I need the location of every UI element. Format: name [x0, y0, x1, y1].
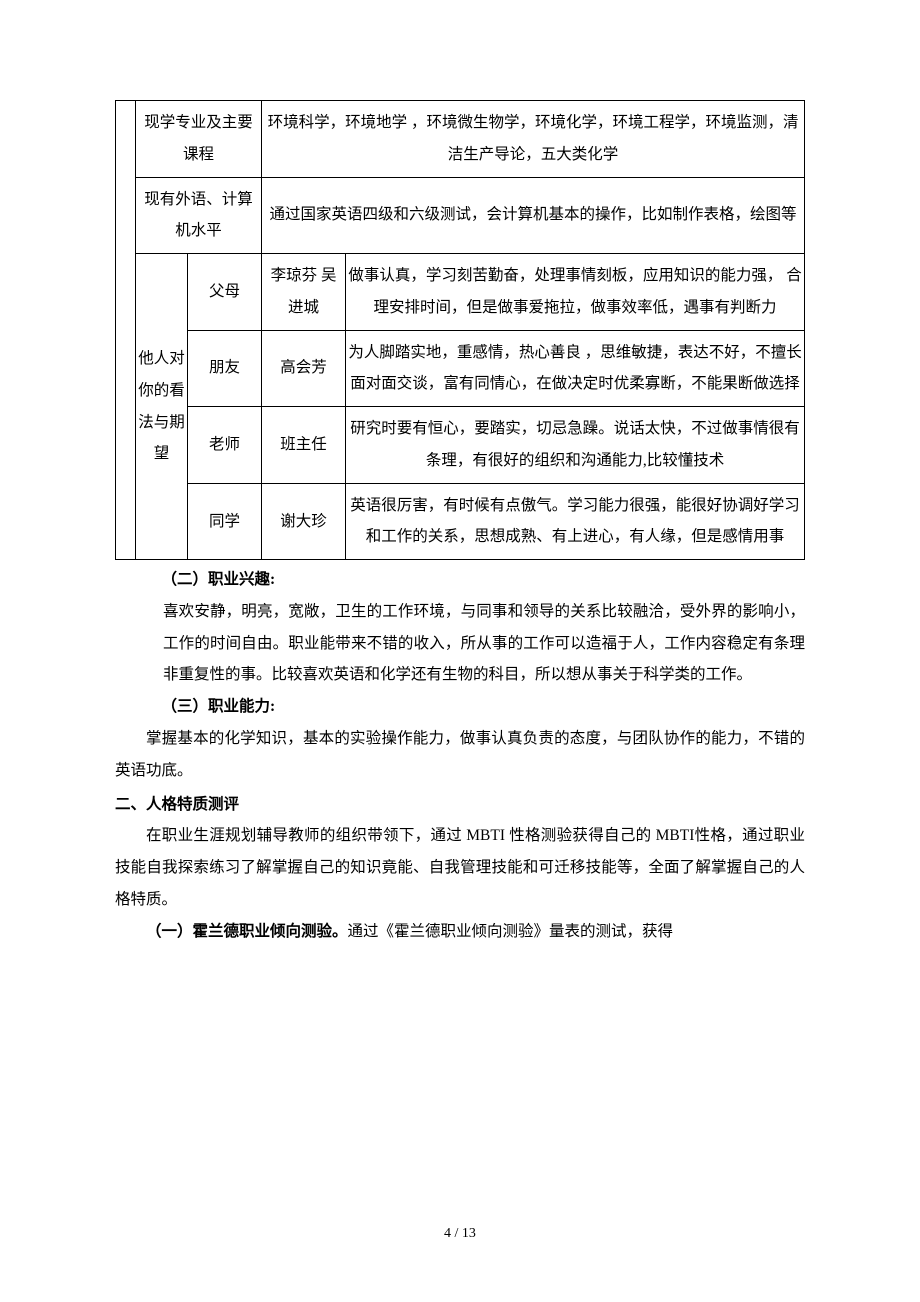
table-row: 他人对你的看法与期望 父母 李琼芬 吴进城 做事认真，学习刻苦勤奋，处理事情刻板… [116, 254, 805, 331]
interest-body-wrap: 喜欢安静，明亮，宽敞，卫生的工作环境，与同事和领导的关系比较融洽，受外界的影响小… [115, 596, 805, 691]
page: 现学专业及主要课程 环境科学，环境地学 ，环境微生物学，环境化学，环境工程学，环… [0, 0, 920, 1302]
cell-rel-parent: 父母 [188, 254, 262, 331]
table-stub [116, 101, 136, 560]
cell-text-friend: 为人脚踏实地，重感情，热心善良 ，思维敏捷，表达不好，不擅长面对面交谈，富有同情… [346, 330, 805, 407]
cell-name-parent: 李琼芬 吴进城 [262, 254, 346, 331]
cell-major-value: 环境科学，环境地学 ，环境微生物学，环境化学，环境工程学，环境监测，清洁生产导论… [262, 101, 805, 178]
cell-rel-teacher: 老师 [188, 407, 262, 484]
cell-text-classmate: 英语很厉害，有时候有点傲气。学习能力很强，能很好协调好学习和工作的关系，思想成熟… [346, 483, 805, 560]
heading-ability: （三）职业能力: [115, 691, 805, 723]
cell-lang-value: 通过国家英语四级和六级测试，会计算机基本的操作，比如制作表格，绘图等 [262, 177, 805, 254]
cell-name-teacher: 班主任 [262, 407, 346, 484]
heading-personality: 二、人格特质测评 [115, 789, 805, 821]
cell-lang-label: 现有外语、计算机水平 [136, 177, 262, 254]
cell-rel-classmate: 同学 [188, 483, 262, 560]
holland-tail: 通过《霍兰德职业倾向测验》量表的测试，获得 [348, 923, 674, 940]
page-footer: 4 / 13 [0, 1226, 920, 1242]
table-row: 老师 班主任 研究时要有恒心，要踏实，切忌急躁。说话太快，不过做事情很有条理，有… [116, 407, 805, 484]
cell-major-label: 现学专业及主要课程 [136, 101, 262, 178]
cell-text-teacher: 研究时要有恒心，要踏实，切忌急躁。说话太快，不过做事情很有条理，有很好的组织和沟… [346, 407, 805, 484]
ability-body: 掌握基本的化学知识，基本的实验操作能力，做事认真负责的态度，与团队协作的能力，不… [115, 723, 805, 787]
cell-rel-friend: 朋友 [188, 330, 262, 407]
holland-line: （一）霍兰德职业倾向测验。通过《霍兰德职业倾向测验》量表的测试，获得 [115, 916, 805, 948]
heading-interest: （二）职业兴趣: [115, 564, 805, 596]
interest-body: 喜欢安静，明亮，宽敞，卫生的工作环境，与同事和领导的关系比较融洽，受外界的影响小… [163, 596, 805, 691]
personality-body: 在职业生涯规划辅导教师的组织带领下，通过 MBTI 性格测验获得自己的 MBTI… [115, 820, 805, 915]
holland-label: （一）霍兰德职业倾向测验。 [146, 923, 348, 940]
cell-text-parent: 做事认真，学习刻苦勤奋，处理事情刻板，应用知识的能力强， 合理安排时间，但是做事… [346, 254, 805, 331]
cell-name-friend: 高会芳 [262, 330, 346, 407]
cell-name-classmate: 谢大珍 [262, 483, 346, 560]
table-row: 现学专业及主要课程 环境科学，环境地学 ，环境微生物学，环境化学，环境工程学，环… [116, 101, 805, 178]
table-row: 同学 谢大珍 英语很厉害，有时候有点傲气。学习能力很强，能很好协调好学习和工作的… [116, 483, 805, 560]
cell-opinion-group: 他人对你的看法与期望 [136, 254, 188, 560]
info-table: 现学专业及主要课程 环境科学，环境地学 ，环境微生物学，环境化学，环境工程学，环… [115, 100, 805, 560]
table-row: 朋友 高会芳 为人脚踏实地，重感情，热心善良 ，思维敏捷，表达不好，不擅长面对面… [116, 330, 805, 407]
table-row: 现有外语、计算机水平 通过国家英语四级和六级测试，会计算机基本的操作，比如制作表… [116, 177, 805, 254]
